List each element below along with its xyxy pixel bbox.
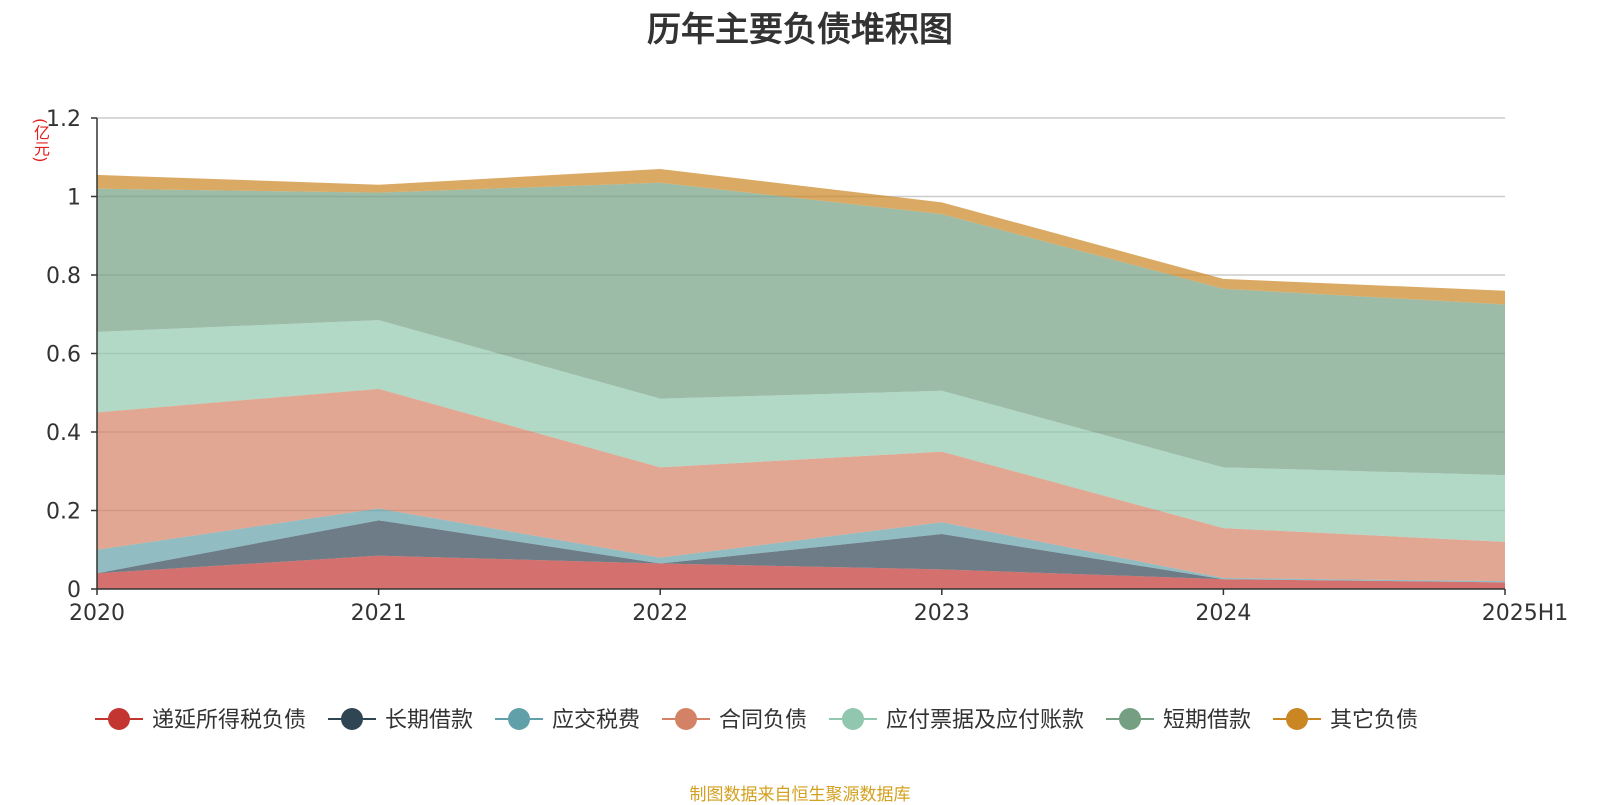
legend-label: 应交税费 bbox=[552, 708, 640, 733]
area-series-5 bbox=[97, 182, 1505, 476]
area-series-6 bbox=[97, 169, 1505, 305]
legend-marker-icon bbox=[108, 708, 130, 730]
legend-label: 递延所得税负债 bbox=[152, 708, 306, 733]
legend[interactable]: 递延所得税负债 长期借款 应交税费 合同负债 应付票据及应付账款 短期借款 其它负债 bbox=[95, 708, 1418, 733]
legend-marker-icon bbox=[1286, 708, 1308, 730]
y-tick-label: 0 bbox=[67, 578, 81, 603]
legend-item-6[interactable]: 其它负债 bbox=[1273, 708, 1418, 733]
y-tick-label: 0.6 bbox=[46, 343, 81, 368]
area-series-0 bbox=[97, 555, 1505, 589]
legend-item-0[interactable]: 递延所得税负债 bbox=[95, 708, 306, 733]
x-tick-label: 2020 bbox=[69, 601, 125, 626]
legend-marker-icon bbox=[1119, 708, 1141, 730]
area-series-1 bbox=[97, 520, 1505, 583]
area-series-2 bbox=[97, 508, 1505, 583]
y-tick-label: 0.2 bbox=[46, 500, 81, 525]
legend-item-1[interactable]: 长期借款 bbox=[328, 708, 473, 733]
legend-label: 合同负债 bbox=[719, 708, 807, 733]
legend-marker-icon bbox=[341, 708, 363, 730]
legend-item-3[interactable]: 合同负债 bbox=[662, 708, 807, 733]
legend-label: 其它负债 bbox=[1330, 708, 1418, 733]
y-tick-label: 0.4 bbox=[46, 421, 81, 446]
legend-label: 短期借款 bbox=[1163, 708, 1251, 733]
axes: 0 0.2 0.4 0.6 0.8 1 1.2 2020 2021 2022 2023 2024 202… bbox=[46, 107, 1568, 626]
legend-item-4[interactable]: 应付票据及应付账款 bbox=[829, 708, 1084, 733]
chart-title: 历年主要负债堆积图 bbox=[647, 10, 953, 50]
y-tick-label: 0.8 bbox=[46, 264, 81, 289]
legend-label: 长期借款 bbox=[385, 708, 473, 733]
legend-marker-icon bbox=[508, 708, 530, 730]
area-series-4 bbox=[97, 320, 1505, 542]
y-axis-unit-label: (亿元) bbox=[31, 118, 50, 163]
legend-marker-icon bbox=[675, 708, 697, 730]
area-series-3 bbox=[97, 388, 1505, 582]
legend-item-2[interactable]: 应交税费 bbox=[495, 708, 640, 733]
y-tick-label: 1 bbox=[67, 186, 81, 211]
x-tick-label: 2021 bbox=[351, 601, 407, 626]
x-tick-label: 2022 bbox=[632, 601, 688, 626]
x-tick-label: 2024 bbox=[1195, 601, 1251, 626]
stacked-areas bbox=[97, 169, 1505, 589]
legend-marker-icon bbox=[842, 708, 864, 730]
y-tick-label: 1.2 bbox=[46, 107, 81, 132]
legend-label: 应付票据及应付账款 bbox=[886, 708, 1084, 733]
legend-item-5[interactable]: 短期借款 bbox=[1106, 708, 1251, 733]
data-source-note: 制图数据来自恒生聚源数据库 bbox=[689, 785, 911, 805]
x-tick-label: 2023 bbox=[914, 601, 970, 626]
x-tick-label: 2025H1 bbox=[1482, 601, 1569, 626]
